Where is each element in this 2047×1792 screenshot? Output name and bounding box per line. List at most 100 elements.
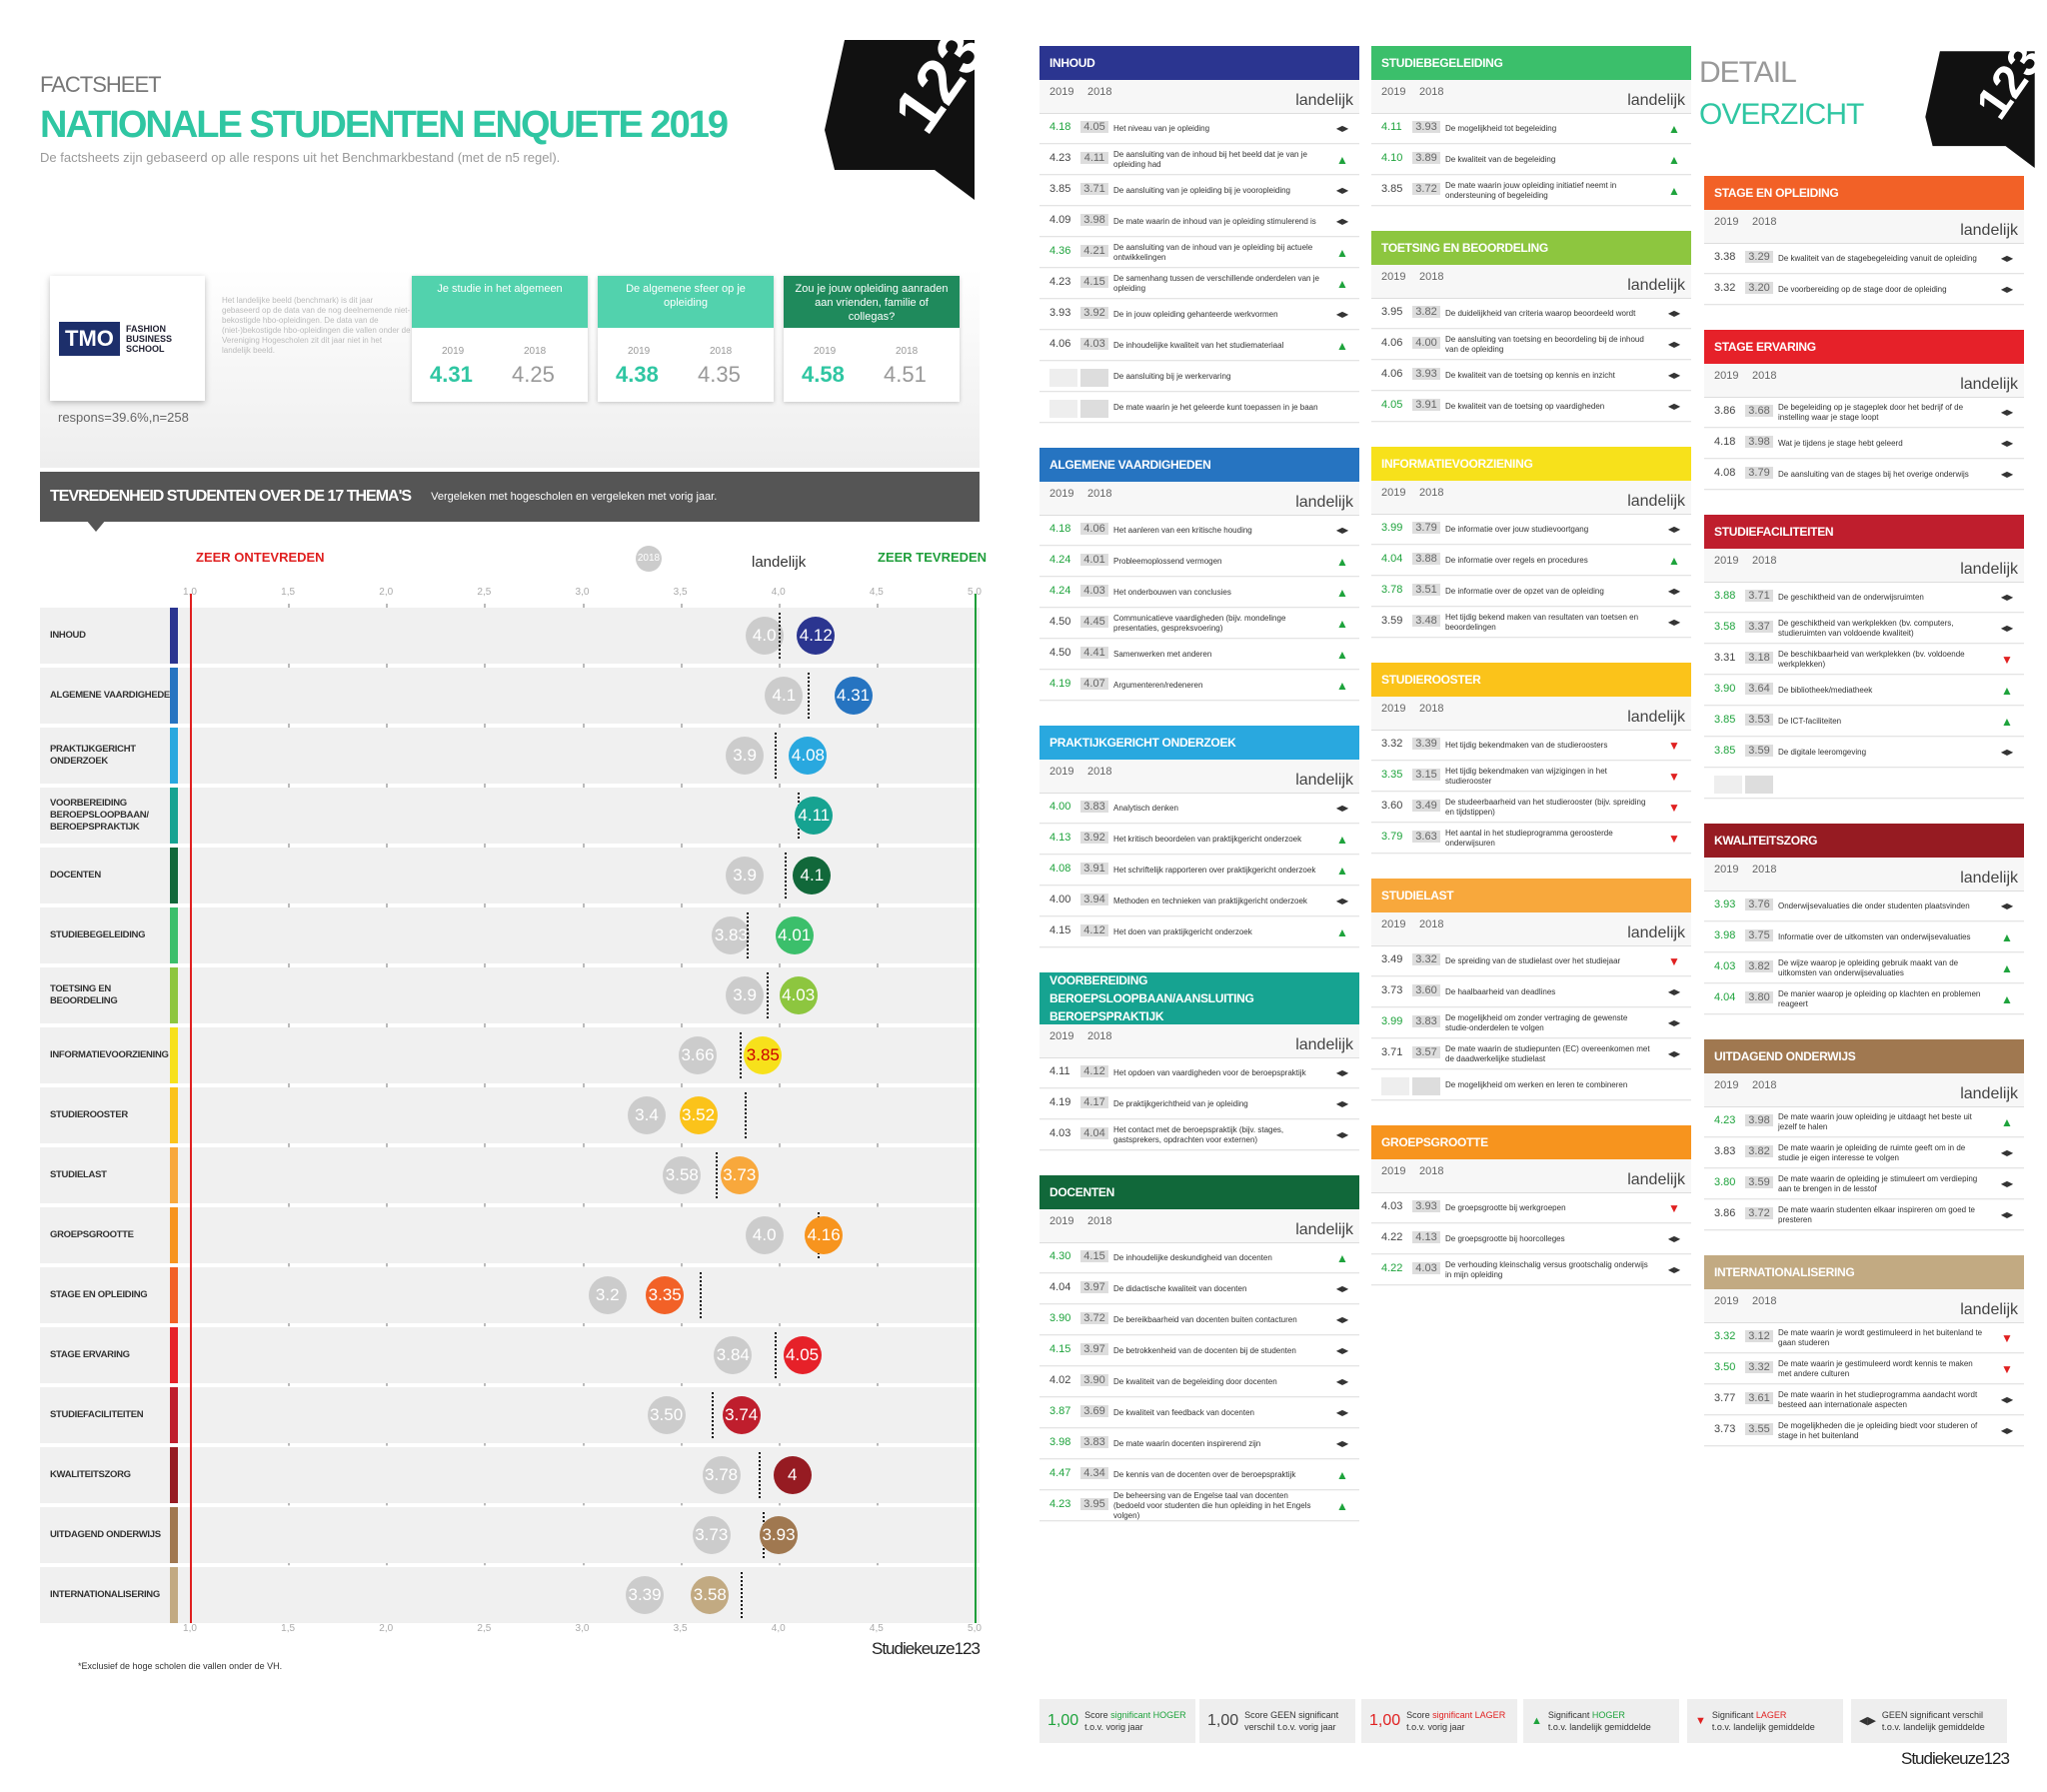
detail-row: 3.78 3.51 De informatie over de opzet van … bbox=[1371, 577, 1691, 607]
score-2019: 4.15 bbox=[1049, 924, 1071, 936]
score-2019: 4.30 bbox=[1049, 1250, 1071, 1262]
point-2018: 3.4 bbox=[628, 1096, 666, 1134]
legend-text: Score GEEN significant verschil t.o.v. vo… bbox=[1244, 1709, 1338, 1733]
equal-arrows-icon: ◀▶ bbox=[2000, 593, 2014, 602]
landelijk-label: landelijk bbox=[1960, 561, 2018, 578]
kpi-label: Je studie in het algemeen bbox=[412, 276, 588, 328]
equal-arrows-icon: ◀▶ bbox=[2000, 1148, 2014, 1157]
score-2019: 4.23 bbox=[1049, 1498, 1071, 1510]
item-label: De voorbereiding op de stage door de opl… bbox=[1778, 285, 1947, 294]
panel-subheader: 2019 2018 landelijk bbox=[1039, 1209, 1359, 1243]
lower-arrow-icon: ▼ bbox=[2001, 1362, 2013, 1376]
landelijk-marker bbox=[700, 1272, 703, 1318]
point-2018: 4.1 bbox=[765, 677, 804, 715]
panel-title: UITDAGEND ONDERWIJS bbox=[1704, 1039, 2024, 1073]
score-2019: 3.86 bbox=[1714, 1207, 1736, 1219]
landelijk-marker bbox=[759, 1452, 762, 1498]
detail-row: 4.08 3.79 De aansluiting van de stages bij… bbox=[1704, 460, 2024, 490]
item-label: De studeerbaarheid van het studierooster… bbox=[1445, 798, 1646, 817]
detail-row: 3.98 3.83 De mate waarin docenten inspirer… bbox=[1039, 1429, 1359, 1459]
detail-row: 3.93 3.92 De in jouw opleiding gehanteerde… bbox=[1039, 300, 1359, 330]
item-label: De ICT-faciliteiten bbox=[1778, 717, 1842, 726]
score-2018: 3.49 bbox=[1412, 800, 1440, 812]
legend-item: ▼ Significant LAGER t.o.v. landelijk gemid… bbox=[1687, 1699, 1843, 1743]
detail-row: 3.85 3.72 De mate waarin jouw opleiding in… bbox=[1371, 176, 1691, 206]
detail-row: 4.10 3.89 De kwaliteit van de begeleiding ▲ bbox=[1371, 145, 1691, 175]
score-2018: 3.98 bbox=[1080, 214, 1108, 226]
score-2018: 3.80 bbox=[1745, 991, 1773, 1003]
score-2018: 3.83 bbox=[1080, 801, 1108, 813]
item-label: De mate waarin in het studieprogramma aa… bbox=[1778, 1390, 1978, 1409]
score-2019: 3.85 bbox=[1714, 714, 1736, 726]
year-2018-label: 2018 bbox=[1419, 1165, 1444, 1177]
score-2018: 4.12 bbox=[1080, 1065, 1108, 1077]
detail-row: 3.85 3.59 De digitale leeromgeving ◀▶ bbox=[1704, 738, 2024, 768]
detail-row: 4.06 3.93 De kwaliteit van de toetsing op … bbox=[1371, 361, 1691, 391]
score-2019: 3.83 bbox=[1714, 1145, 1736, 1157]
detail-row: 3.90 3.64 De bibliotheek/mediatheek ▲ bbox=[1704, 676, 2024, 706]
year-2018-label: 2018 bbox=[1752, 555, 1777, 567]
panel-title: DOCENTEN bbox=[1039, 1175, 1359, 1209]
theme-color-swatch bbox=[170, 608, 178, 664]
higher-arrow-icon: ▲ bbox=[1336, 864, 1348, 878]
theme-color-swatch bbox=[170, 728, 178, 784]
kpi-year-2019: 2019 bbox=[442, 346, 465, 357]
score-2019: 4.06 bbox=[1381, 337, 1403, 349]
item-label: De mogelijkheid om werken en leren te co… bbox=[1445, 1080, 1628, 1089]
score-2019: 4.00 bbox=[1049, 801, 1071, 813]
kpi-value-2018: 4.35 bbox=[698, 362, 741, 387]
x-tick-label: 2,0 bbox=[379, 1623, 394, 1634]
item-label: De aansluiting van je opleiding bij je v… bbox=[1113, 186, 1291, 195]
score-2018: 3.12 bbox=[1745, 1330, 1773, 1342]
point-2019: 3.58 bbox=[691, 1576, 730, 1614]
point-2019: 3.74 bbox=[722, 1396, 761, 1434]
equal-arrows-icon: ◀▶ bbox=[1667, 309, 1681, 318]
item-label: De geschiktheid van de onderwijsruimten bbox=[1778, 593, 1924, 602]
year-2018-label: 2018 bbox=[1419, 271, 1444, 283]
panel-subheader: 2019 2018 landelijk bbox=[1704, 1289, 2024, 1323]
panel-title: STAGE ERVARING bbox=[1704, 330, 2024, 364]
legend-item: ▲ Significant HOGER t.o.v. landelijk gemid… bbox=[1523, 1699, 1679, 1743]
point-2019: 3.93 bbox=[760, 1516, 798, 1554]
panel-subheader: 2019 2018 landelijk bbox=[1371, 1159, 1691, 1193]
equal-arrows-icon: ◀▶ bbox=[2000, 254, 2014, 263]
item-label: De mate waarin de studiepunten (EC) over… bbox=[1445, 1044, 1650, 1063]
item-label: De verhouding kleinschalig versus groots… bbox=[1445, 1260, 1648, 1279]
score-2019: 4.18 bbox=[1049, 523, 1071, 535]
theme-color-swatch bbox=[170, 788, 178, 844]
panel-title: TOETSING EN BEOORDELING bbox=[1371, 231, 1691, 265]
year-2019-label: 2019 bbox=[1714, 555, 1739, 567]
theme-label: KWALITEITSZORG bbox=[50, 1469, 131, 1480]
theme-color-swatch bbox=[170, 1327, 178, 1383]
legend-text-b: significant HOGER bbox=[1110, 1710, 1186, 1720]
detail-row: 4.23 3.95 De beheersing van de Engelse taa… bbox=[1039, 1491, 1359, 1521]
x-tick-label: 1,0 bbox=[183, 1623, 197, 1634]
item-label: De aansluiting van de stages bij het ove… bbox=[1778, 470, 1969, 479]
point-2019: 3.35 bbox=[646, 1276, 685, 1314]
point-2019: 4.01 bbox=[775, 916, 814, 954]
score-2018: 4.15 bbox=[1080, 1250, 1108, 1262]
year-2019-label: 2019 bbox=[1049, 1030, 1074, 1042]
score-2019: 3.85 bbox=[1381, 183, 1403, 195]
landelijk-marker bbox=[774, 733, 777, 779]
item-label: De groepsgrootte bij hoorcolleges bbox=[1445, 1234, 1565, 1243]
score-2018: 3.82 bbox=[1745, 1145, 1773, 1157]
score-2018: 4.21 bbox=[1080, 245, 1108, 257]
legend-text: Significant HOGER t.o.v. landelijk gemidd… bbox=[1548, 1709, 1651, 1733]
legend-arrow-icon: ▲ bbox=[1531, 1715, 1542, 1727]
landelijk-label: landelijk bbox=[1295, 494, 1353, 511]
x-tick-label: 4,5 bbox=[869, 587, 884, 598]
equal-arrows-icon: ◀▶ bbox=[1667, 340, 1681, 349]
detail-row: 3.49 3.32 De spreiding van de studielast o… bbox=[1371, 946, 1691, 976]
detail-row: 3.32 3.20 De voorbereiding op de stage doo… bbox=[1704, 275, 2024, 305]
score-2019: 3.50 bbox=[1714, 1361, 1736, 1373]
point-2018: 3.73 bbox=[692, 1516, 731, 1554]
theme-row: STAGE ERVARING bbox=[40, 1327, 980, 1383]
higher-arrow-icon: ▲ bbox=[1336, 925, 1348, 939]
item-label: De mate waarin studenten elkaar inspirer… bbox=[1778, 1205, 1975, 1224]
landelijk-marker bbox=[739, 1032, 742, 1078]
x-tick-label: 3,0 bbox=[575, 1623, 590, 1634]
theme-color-swatch bbox=[170, 1087, 178, 1143]
item-label: De in jouw opleiding gehanteerde werkvor… bbox=[1113, 310, 1278, 319]
kpi-label: Zou je jouw opleiding aanraden aan vrien… bbox=[784, 276, 960, 328]
